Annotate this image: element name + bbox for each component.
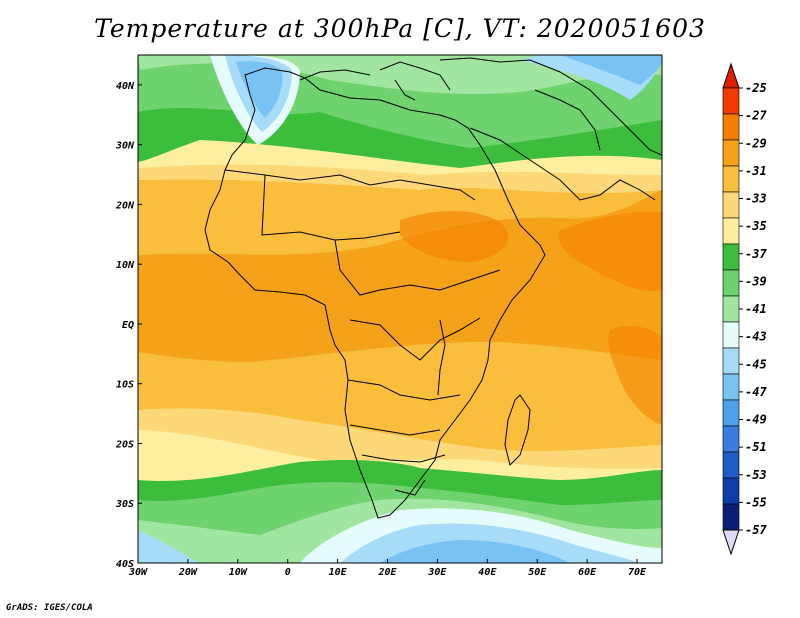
latitude-axis: 40N 30N 20N 10N EQ 10S 20S 30S 40S xyxy=(115,81,142,570)
lon-tick-label: 40E xyxy=(478,567,497,578)
colorbar-swatch xyxy=(722,425,740,453)
lon-tick-label: 20W xyxy=(178,567,198,578)
colorbar-bottom-arrow xyxy=(722,529,740,556)
colorbar-label: -45 xyxy=(745,357,767,371)
colorbar-top-arrow xyxy=(722,62,740,89)
colorbar-label: -31 xyxy=(745,164,767,178)
colorbar-label: -35 xyxy=(745,219,767,233)
colorbar-label: -27 xyxy=(745,109,767,123)
lat-tick-label: 10S xyxy=(116,380,134,391)
map-frame xyxy=(137,54,663,564)
colorbar-swatch xyxy=(722,477,740,505)
colorbar-label: -29 xyxy=(745,136,767,150)
colorbar-swatch xyxy=(722,243,740,271)
colorbar-swatch xyxy=(722,139,740,167)
lon-tick-label: 30W xyxy=(128,567,148,578)
colorbar-swatch xyxy=(722,191,740,219)
colorbar-label: -49 xyxy=(745,413,767,427)
colorbar-swatch xyxy=(722,295,740,323)
lon-tick-label: 0 xyxy=(285,567,291,578)
lat-tick-label: 20S xyxy=(115,439,134,450)
colorbar-swatch xyxy=(722,321,740,349)
lat-tick-label: 30N xyxy=(115,141,135,152)
lon-tick-label: 10W xyxy=(229,567,248,578)
colorbar: -25 -27 -29 -31 -33 -35 -37 -39 -41 -43 -45 -47 -49 -… xyxy=(722,62,767,556)
grads-credit: GrADS: IGES/COLA xyxy=(6,603,93,613)
colorbar-label: -41 xyxy=(745,302,767,316)
colorbar-swatch xyxy=(722,113,740,141)
colorbar-swatch xyxy=(722,503,740,531)
lon-tick-label: 60E xyxy=(578,567,597,578)
longitude-axis: 30W 20W 10W 0 10E 20E 30E 40E 50E 60E 70E xyxy=(128,559,647,578)
map-title: Temperature at 300hPa [C], VT: 202005160… xyxy=(94,14,706,43)
colorbar-label: -55 xyxy=(745,495,767,509)
colorbar-label: -43 xyxy=(745,330,767,344)
colorbar-swatch xyxy=(722,87,740,115)
colorbar-label: -57 xyxy=(745,523,767,537)
colorbar-label: -47 xyxy=(745,385,767,399)
lon-tick-label: 30E xyxy=(427,567,447,578)
lat-tick-label: 20N xyxy=(115,200,135,211)
lat-tick-label: 40S xyxy=(116,559,134,570)
colorbar-label: -37 xyxy=(745,247,767,261)
colorbar-swatch xyxy=(722,165,740,193)
lat-tick-label: 30S xyxy=(115,499,134,510)
colorbar-swatch xyxy=(722,399,740,427)
colorbar-swatch xyxy=(722,347,740,375)
colorbar-swatch xyxy=(722,269,740,297)
lon-tick-label: 20E xyxy=(377,567,397,578)
colorbar-label: -53 xyxy=(745,468,767,482)
colorbar-label: -25 xyxy=(745,81,767,95)
lat-tick-label: EQ xyxy=(122,320,134,331)
colorbar-swatch xyxy=(722,451,740,479)
lon-tick-label: 70E xyxy=(628,567,647,578)
coastlines xyxy=(204,57,662,519)
lon-tick-label: 50E xyxy=(528,567,547,578)
colorbar-label: -51 xyxy=(745,440,767,454)
colorbar-label: -39 xyxy=(745,274,767,288)
colorbar-swatch xyxy=(722,373,740,401)
colorbar-label: -33 xyxy=(745,192,767,206)
colorbar-swatch xyxy=(722,217,740,245)
lat-tick-label: 40N xyxy=(116,81,135,92)
lon-tick-label: 10E xyxy=(329,567,348,578)
lat-tick-label: 10N xyxy=(116,260,135,271)
temperature-field xyxy=(138,55,662,563)
